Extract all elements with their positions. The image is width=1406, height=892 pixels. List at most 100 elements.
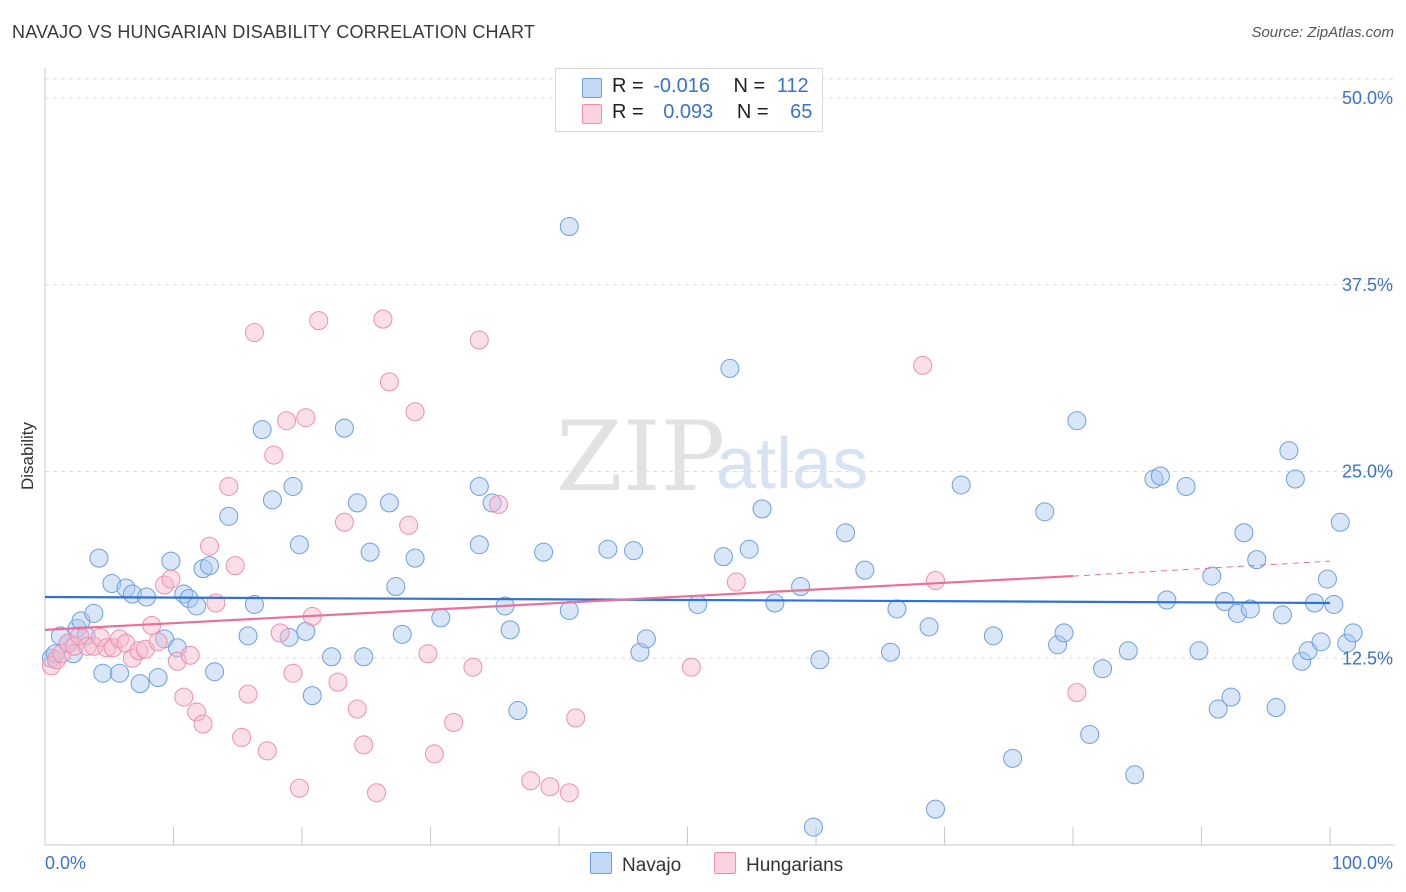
navajo-point — [1221, 687, 1241, 707]
hungarians-point — [559, 783, 579, 803]
navajo-point — [148, 668, 168, 688]
y-tick-labels: 12.5% 25.0% 37.5% 50.0% — [1342, 88, 1393, 668]
navajo-point — [205, 662, 225, 682]
hungarians-point — [148, 632, 168, 652]
navajo-point — [1279, 441, 1299, 461]
r-value: 0.093 — [663, 101, 714, 123]
navajo-point — [93, 663, 113, 683]
navajo-point — [926, 799, 946, 819]
hungarians-point — [379, 372, 399, 392]
hungarians-point — [328, 672, 348, 692]
series-hungarians — [41, 309, 1087, 803]
navajo-point — [636, 629, 656, 649]
trendlines — [44, 560, 1331, 631]
hungarians-point — [1067, 683, 1087, 703]
navajo-point — [360, 542, 380, 562]
navajo-point — [534, 542, 554, 562]
n-label: N = — [733, 75, 766, 97]
navajo-point — [1330, 512, 1350, 532]
navajo-point — [688, 594, 708, 614]
hungarians-point — [193, 714, 213, 734]
navajo-point — [951, 475, 971, 495]
navajo-point — [559, 216, 579, 236]
chart-source: Source: ZipAtlas.com — [1251, 24, 1394, 41]
hungarians-point — [129, 641, 149, 661]
hungarians-point — [289, 778, 309, 798]
hungarians-point — [90, 627, 110, 647]
navajo-point — [1317, 569, 1337, 589]
navajo-point — [1311, 632, 1331, 652]
navajo-point — [1003, 748, 1023, 768]
y-axis-label: Disability — [18, 421, 37, 490]
navajo-point — [559, 600, 579, 620]
hungarians-point — [244, 323, 264, 343]
navajo-point — [500, 620, 520, 640]
navajo-point — [431, 608, 451, 628]
hungarians-point — [296, 408, 316, 428]
navajo-point — [713, 547, 733, 567]
x-tick-label-max: 100.0% — [1332, 853, 1393, 873]
navajo-point — [392, 624, 412, 644]
hungarians-point — [187, 702, 207, 722]
hungarians-point — [469, 330, 489, 350]
hungarians-point — [926, 571, 946, 591]
hungarians-point — [367, 783, 387, 803]
navajo-point — [1067, 411, 1087, 431]
hungarians-point — [913, 355, 933, 375]
navajo-point — [1125, 765, 1145, 785]
navajo-point — [289, 535, 309, 555]
hungarians-trendline-extension — [1072, 560, 1331, 577]
navajo-point — [1150, 466, 1170, 486]
navajo-point — [752, 499, 772, 519]
navajo-point — [1234, 523, 1254, 543]
navajo-point — [598, 539, 618, 559]
legend-text-hungarians: R = 0.093 N = 65 — [612, 101, 812, 124]
hungarians-point — [726, 572, 746, 592]
x-tick-label-min: 0.0% — [45, 853, 86, 873]
hungarians-point — [444, 712, 464, 732]
navajo-point — [252, 420, 272, 440]
navajo-point — [1048, 635, 1068, 655]
watermark: ZIP atlas — [556, 401, 868, 513]
hungarians-legend-swatch — [714, 852, 736, 874]
hungarians-point — [373, 309, 393, 329]
navajo-point — [469, 535, 489, 555]
navajo-point — [1292, 651, 1312, 671]
hungarians-point — [238, 684, 258, 704]
navajo-point — [322, 647, 342, 667]
navajo-point — [720, 358, 740, 378]
navajo-point — [1208, 699, 1228, 719]
hungarians-point — [277, 411, 297, 431]
watermark-atlas: atlas — [716, 424, 868, 504]
navajo-point — [199, 556, 219, 576]
navajo-point — [1202, 566, 1222, 586]
r-value: -0.016 — [653, 75, 710, 97]
navajo-point — [1272, 605, 1292, 625]
r-label: R = — [612, 101, 644, 123]
n-label: N = — [736, 101, 769, 123]
hungarians-point — [463, 657, 483, 677]
navajo-legend-swatch — [590, 852, 612, 874]
navajo-swatch — [582, 78, 602, 98]
hungarians-point — [354, 735, 374, 755]
navajo-point — [405, 548, 425, 568]
navajo-trendline — [44, 595, 1331, 605]
gridlines — [45, 78, 1395, 659]
navajo-point — [1157, 590, 1177, 610]
hungarians-point — [540, 777, 560, 797]
navajo-point — [347, 493, 367, 513]
navajo-point — [836, 523, 856, 543]
navajo-point — [810, 650, 830, 670]
hungarians-point — [180, 645, 200, 665]
navajo-point — [887, 599, 907, 619]
hungarians-swatch — [582, 104, 602, 124]
hungarians-point — [347, 699, 367, 719]
navajo-point — [1035, 502, 1055, 522]
navajo-point — [1324, 594, 1344, 614]
navajo-point — [262, 490, 282, 510]
watermark-zip: ZIP — [556, 401, 725, 513]
hungarians-point — [418, 644, 438, 664]
hungarians-point — [270, 623, 290, 643]
hungarians-point — [566, 708, 586, 728]
